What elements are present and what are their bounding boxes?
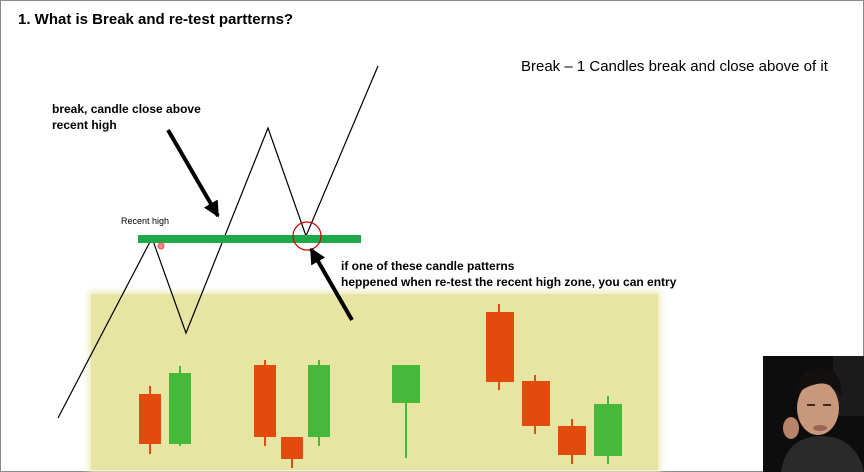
retest-note-line-2: heppened when re-test the recent high zo… (341, 275, 677, 289)
retest-note: if one of these candle patterns heppened… (341, 258, 676, 290)
bearish-candle (522, 381, 550, 426)
break-note: break, candle close above recent high (52, 101, 201, 133)
candle-group-1 (139, 366, 191, 454)
bullish-candle (308, 365, 330, 437)
retest-note-line-1: if one of these candle patterns (341, 259, 515, 273)
bullish-candle (169, 373, 191, 444)
bullish-candle (392, 365, 420, 403)
presenter-webcam (763, 356, 864, 472)
arrow-icon (166, 128, 220, 218)
bearish-candle (558, 426, 586, 455)
slide-title: 1. What is Break and re-test partterns? (18, 11, 294, 28)
arrow-icon (309, 247, 354, 322)
bullish-candle (594, 404, 622, 456)
price-path-line (57, 65, 379, 419)
candle-group-2 (254, 360, 330, 468)
cursor-dot-icon (157, 242, 165, 250)
circle-marker-icon (292, 221, 322, 251)
candle-group-3 (392, 365, 420, 458)
break-note-line-1: break, candle close above (52, 102, 201, 116)
recent-high-label: Recent high (121, 216, 170, 226)
bearish-candle (486, 312, 514, 382)
bearish-candle (254, 365, 276, 437)
candle-group-4 (486, 304, 622, 464)
bearish-candle (281, 437, 303, 459)
bearish-candle (139, 394, 161, 444)
break-note-line-2: recent high (52, 118, 117, 132)
slide-subtitle: Break – 1 Candles break and close above … (521, 58, 828, 75)
